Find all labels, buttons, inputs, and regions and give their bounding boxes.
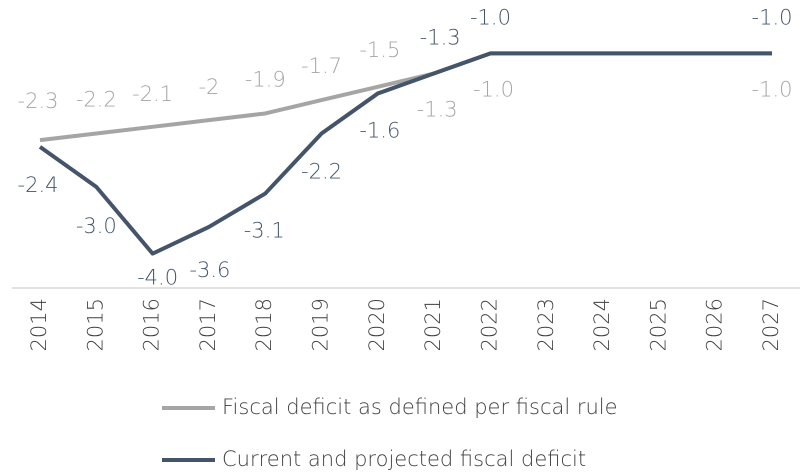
data-label: -1.6 (359, 118, 400, 142)
data-label: -1.0 (470, 5, 511, 29)
data-label: -1.3 (417, 97, 458, 121)
x-tick-label: 2020 (365, 298, 389, 351)
legend-label: Fiscal deficit as defined per fiscal rul… (222, 395, 618, 419)
data-label: -2.1 (132, 82, 173, 106)
x-tick-label: 2015 (83, 298, 107, 351)
x-tick-label: 2023 (534, 298, 558, 351)
data-label: -1.5 (359, 38, 400, 62)
x-tick-label: 2017 (196, 298, 220, 351)
data-label: -1.0 (473, 77, 514, 101)
data-label: -3.6 (189, 258, 230, 282)
data-label: -3.0 (76, 214, 117, 238)
x-tick-label: 2018 (252, 298, 276, 351)
data-label: -1.0 (752, 5, 793, 29)
series-line (38, 51, 772, 256)
x-tick-label: 2024 (590, 298, 614, 351)
data-label: -2.3 (18, 89, 59, 113)
x-tick-label: 2019 (309, 298, 333, 351)
data-label: -2.2 (301, 159, 342, 183)
data-label: -1.0 (752, 77, 793, 101)
legend-label: Current and projected fiscal deficit (222, 447, 586, 471)
data-label: -3.1 (244, 219, 285, 243)
data-label: -1.9 (245, 67, 286, 91)
data-label: -2.4 (18, 173, 59, 197)
x-tick-label: 2027 (759, 298, 783, 351)
data-label: -1.7 (301, 54, 342, 78)
data-label: -2 (198, 75, 219, 99)
x-tick-label: 2014 (27, 298, 51, 351)
x-tick-label: 2021 (421, 298, 445, 351)
data-label: -2.2 (76, 87, 117, 111)
x-tick-label: 2022 (477, 298, 501, 351)
data-label: -4.0 (137, 266, 178, 290)
x-tick-label: 2026 (703, 298, 727, 351)
x-tick-label: 2016 (140, 298, 164, 351)
x-tick-label: 2025 (646, 298, 670, 351)
data-label: -1.3 (420, 25, 461, 49)
